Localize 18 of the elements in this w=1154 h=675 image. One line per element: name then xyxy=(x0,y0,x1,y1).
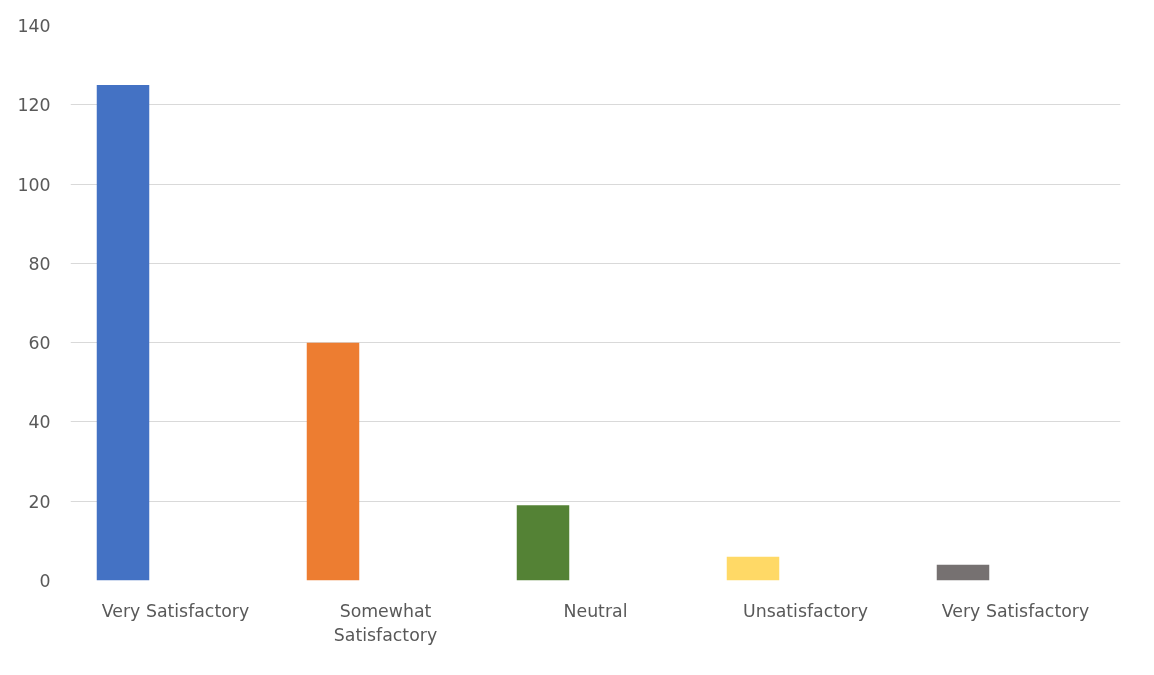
y-tick-label: 80 xyxy=(28,253,51,274)
bar xyxy=(306,342,360,581)
x-tick-label: Very Satisfactory xyxy=(101,600,250,621)
bar xyxy=(516,505,570,581)
bar xyxy=(726,556,780,581)
x-tick-label: Unsatisfactory xyxy=(743,600,868,621)
y-tick-label: 100 xyxy=(17,174,51,195)
y-tick-label: 0 xyxy=(39,571,51,591)
x-tick-label: Neutral xyxy=(563,600,628,621)
x-tick-label: Very Satisfactory xyxy=(941,600,1090,621)
y-tick-label: 140 xyxy=(17,16,51,36)
y-tick-label: 120 xyxy=(17,95,51,116)
y-tick-label: 60 xyxy=(28,333,51,354)
bar xyxy=(936,564,990,581)
y-tick-label: 20 xyxy=(28,491,51,512)
x-tick-label: Somewhat Satisfactory xyxy=(333,600,438,645)
y-tick-label: 40 xyxy=(28,412,51,433)
bar xyxy=(96,84,150,581)
